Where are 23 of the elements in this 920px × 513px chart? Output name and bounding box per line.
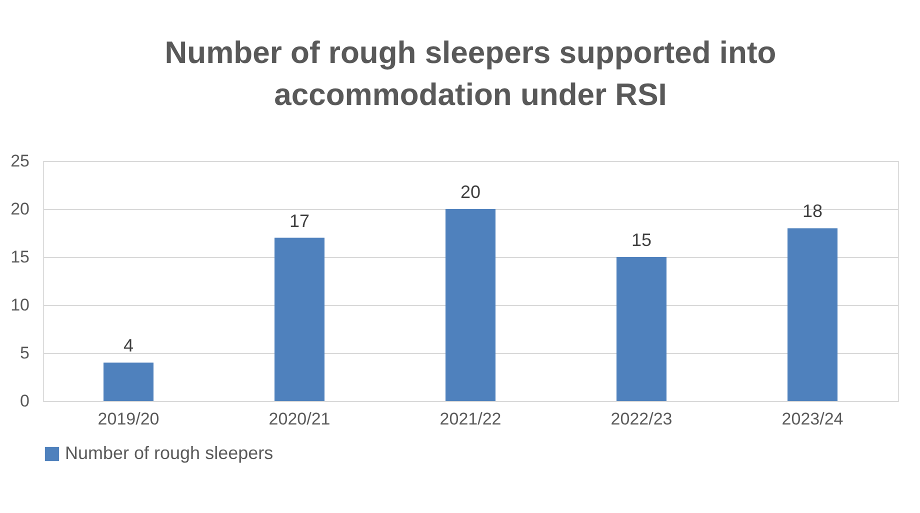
- y-tick-label: 25: [10, 152, 30, 170]
- x-tick-label: 2019/20: [98, 410, 160, 428]
- chart-title: Number of rough sleepers supported into accommodation under RSI: [164, 35, 776, 112]
- bar: [446, 209, 496, 401]
- legend-label: Number of rough sleepers: [65, 443, 274, 463]
- data-label: 4: [123, 336, 134, 356]
- y-tick-label: 0: [20, 392, 30, 410]
- y-tick-label: 20: [10, 200, 30, 218]
- x-tick-label: 2021/22: [440, 410, 502, 428]
- bar: [788, 228, 838, 401]
- bar: [274, 238, 324, 401]
- x-tick-label: 2023/24: [782, 410, 844, 428]
- y-tick-label: 5: [20, 344, 30, 362]
- bar: [104, 362, 154, 401]
- x-tick-label: 2020/21: [268, 410, 330, 428]
- y-tick-label: 10: [10, 296, 30, 314]
- data-label: 18: [802, 201, 823, 222]
- data-label: 15: [631, 230, 652, 250]
- data-label: 20: [460, 182, 481, 202]
- data-label: 17: [289, 210, 310, 231]
- y-tick-label: 15: [10, 248, 30, 266]
- bar: [616, 257, 666, 401]
- x-tick-label: 2022/23: [610, 410, 672, 428]
